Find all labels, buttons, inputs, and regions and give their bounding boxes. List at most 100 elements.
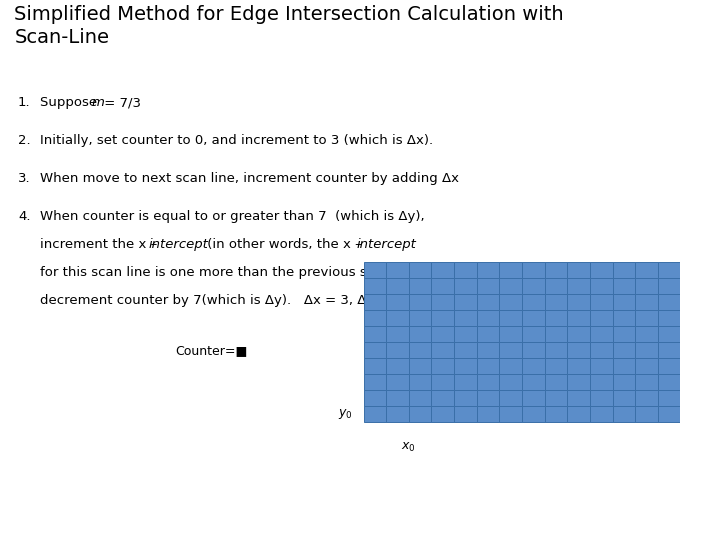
Bar <box>590 310 613 326</box>
Text: 95: 95 <box>352 509 368 522</box>
Bar <box>613 342 635 357</box>
Bar <box>567 374 590 390</box>
Bar <box>522 262 544 278</box>
Bar <box>500 262 522 278</box>
Bar <box>544 310 567 326</box>
Text: m: m <box>92 97 105 110</box>
Text: When move to next scan line, increment counter by adding Δx: When move to next scan line, increment c… <box>40 172 459 185</box>
Bar <box>386 342 409 357</box>
Bar <box>613 310 635 326</box>
Bar <box>431 357 454 374</box>
Bar <box>454 326 477 342</box>
Bar <box>567 342 590 357</box>
Text: intercept: intercept <box>357 238 417 252</box>
Bar <box>431 406 454 422</box>
Bar <box>613 357 635 374</box>
Bar <box>500 357 522 374</box>
Bar <box>613 278 635 294</box>
Bar <box>500 310 522 326</box>
Bar <box>364 406 386 422</box>
Bar <box>409 262 431 278</box>
Text: 3.: 3. <box>18 172 31 185</box>
Bar <box>500 406 522 422</box>
Text: 4.: 4. <box>18 211 30 224</box>
Bar <box>522 342 544 357</box>
Bar <box>364 342 386 357</box>
Bar <box>409 294 431 310</box>
Bar <box>544 326 567 342</box>
Bar <box>567 262 590 278</box>
Bar <box>522 357 544 374</box>
Bar <box>590 294 613 310</box>
Bar <box>567 357 590 374</box>
Bar <box>477 278 500 294</box>
Bar <box>431 310 454 326</box>
Bar <box>477 342 500 357</box>
Bar <box>409 390 431 406</box>
Text: 1.: 1. <box>18 97 31 110</box>
Bar <box>409 310 431 326</box>
Bar <box>477 374 500 390</box>
Bar <box>500 294 522 310</box>
Bar <box>613 262 635 278</box>
Bar <box>386 326 409 342</box>
Bar <box>522 294 544 310</box>
Bar <box>635 374 658 390</box>
Bar <box>613 326 635 342</box>
Bar <box>454 294 477 310</box>
Text: for this scan line is one more than the previous scan line), and: for this scan line is one more than the … <box>40 266 458 279</box>
Bar <box>522 278 544 294</box>
Bar <box>567 406 590 422</box>
Text: Suppose: Suppose <box>40 97 102 110</box>
Bar <box>477 406 500 422</box>
Bar <box>613 374 635 390</box>
Bar <box>454 310 477 326</box>
Bar <box>409 406 431 422</box>
Bar <box>544 342 567 357</box>
Bar <box>454 262 477 278</box>
Bar <box>522 310 544 326</box>
Bar <box>386 310 409 326</box>
Text: 2.: 2. <box>18 134 31 147</box>
Text: (in other words, the x –: (in other words, the x – <box>203 238 366 252</box>
Bar <box>635 262 658 278</box>
Bar <box>544 278 567 294</box>
Bar <box>613 406 635 422</box>
Bar <box>613 390 635 406</box>
Bar <box>635 406 658 422</box>
Bar <box>454 278 477 294</box>
Text: Darshan Institute of Engineering & Technology: Darshan Institute of Engineering & Techn… <box>418 509 709 522</box>
Bar <box>364 374 386 390</box>
Bar <box>590 357 613 374</box>
Bar <box>522 406 544 422</box>
Bar <box>635 342 658 357</box>
Bar <box>635 326 658 342</box>
Bar <box>635 278 658 294</box>
Bar <box>500 342 522 357</box>
Bar <box>431 374 454 390</box>
Text: intercept: intercept <box>149 238 209 252</box>
Text: $y_0$: $y_0$ <box>338 407 352 421</box>
Bar <box>658 262 680 278</box>
Bar <box>454 342 477 357</box>
Bar <box>544 294 567 310</box>
Bar <box>409 374 431 390</box>
Bar <box>635 294 658 310</box>
Bar <box>386 294 409 310</box>
Bar <box>658 390 680 406</box>
Bar <box>454 390 477 406</box>
Bar <box>500 390 522 406</box>
Bar <box>590 262 613 278</box>
Bar <box>477 390 500 406</box>
Bar <box>409 326 431 342</box>
Bar <box>658 406 680 422</box>
Bar <box>431 278 454 294</box>
Bar <box>658 326 680 342</box>
Bar <box>590 278 613 294</box>
Text: $x_0$: $x_0$ <box>402 441 416 454</box>
Bar <box>500 278 522 294</box>
Bar <box>635 310 658 326</box>
Bar <box>567 326 590 342</box>
Bar <box>544 357 567 374</box>
Text: decrement counter by 7(which is Δy).   Δx = 3, Δy = 7: decrement counter by 7(which is Δy). Δx … <box>40 294 402 307</box>
